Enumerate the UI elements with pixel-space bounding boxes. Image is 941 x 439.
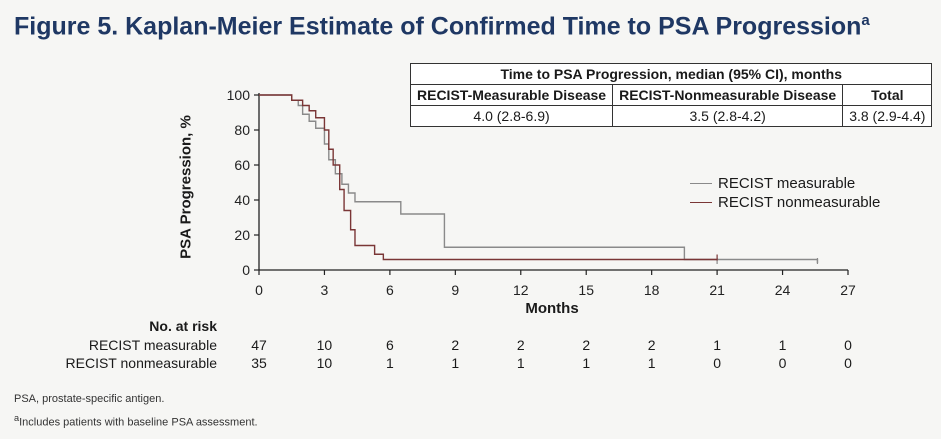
at-risk-value: 2 — [451, 337, 460, 353]
footnote-baseline: aIncludes patients with baseline PSA ass… — [14, 413, 258, 429]
at-risk-value: 35 — [251, 355, 267, 371]
at-risk-value: 2 — [516, 337, 525, 353]
legend-item-measurable: RECIST measurable — [690, 174, 880, 193]
y-tick-label: 80 — [234, 122, 250, 138]
footnote-psa: PSA, prostate-specific antigen. — [14, 393, 165, 405]
legend: RECIST measurable RECIST nonmeasurable — [690, 174, 880, 212]
at-risk-value: 10 — [316, 355, 333, 371]
at-risk-value: 1 — [451, 355, 460, 371]
x-tick-label: 24 — [775, 282, 791, 298]
val-total: 3.8 (2.9-4.4) — [842, 105, 933, 127]
legend-item-nonmeasurable: RECIST nonmeasurable — [690, 193, 880, 212]
x-tick-label: 3 — [321, 282, 329, 298]
x-axis-label: Months — [525, 300, 579, 317]
val-measurable: 4.0 (2.8-6.9) — [409, 105, 614, 127]
x-tick-label: 27 — [840, 282, 856, 298]
legend-swatch-nonmeasurable — [690, 202, 712, 203]
at-risk-value: 10 — [316, 337, 333, 353]
x-tick-label: 0 — [255, 282, 263, 298]
val-nonmeasurable: 3.5 (2.8-4.2) — [612, 105, 844, 127]
at-risk-value: 1 — [582, 355, 591, 371]
at-risk-value: 1 — [385, 355, 394, 371]
y-tick-label: 0 — [242, 262, 250, 278]
at-risk-value: 1 — [713, 337, 722, 353]
at-risk-label-nonmeasurable: RECIST nonmeasurable — [65, 355, 217, 371]
footnote-marker: a — [14, 413, 20, 423]
at-risk-value: 0 — [844, 337, 852, 353]
at-risk-value: 0 — [844, 355, 852, 371]
x-tick-label: 18 — [644, 282, 660, 298]
series-line-nonmeasurable — [259, 94, 718, 261]
y-tick-label: 100 — [227, 87, 251, 103]
median-table: Time to PSA Progression, median (95% CI)… — [409, 63, 933, 127]
at-risk-value: 1 — [516, 355, 525, 371]
at-risk-value: 2 — [647, 337, 656, 353]
x-tick-label: 12 — [513, 282, 529, 298]
at-risk-value: 6 — [385, 337, 394, 353]
at-risk-value: 2 — [582, 337, 591, 353]
at-risk-value: 0 — [713, 355, 722, 371]
at-risk-value: 0 — [778, 355, 787, 371]
footnote-baseline-text: Includes patients with baseline PSA asse… — [19, 416, 258, 429]
title-superscript: a — [861, 12, 870, 29]
median-table-header: Time to PSA Progression, median (95% CI)… — [409, 63, 933, 85]
at-risk-label-measurable: RECIST measurable — [88, 337, 217, 353]
x-tick-label: 21 — [709, 282, 725, 298]
y-tick-label: 40 — [234, 192, 250, 208]
legend-label-measurable: RECIST measurable — [718, 175, 856, 192]
y-tick-label: 60 — [234, 157, 250, 173]
at-risk-value: 47 — [251, 337, 267, 353]
at-risk-header: No. at risk — [149, 318, 217, 334]
y-axis-label: PSA Progression, % — [177, 115, 195, 259]
x-tick-label: 15 — [578, 282, 594, 298]
at-risk-value: 1 — [778, 337, 787, 353]
col-measurable: RECIST-Measurable Disease — [409, 84, 614, 106]
legend-swatch-measurable — [690, 183, 712, 184]
x-tick-label: 6 — [386, 282, 394, 298]
x-tick-label: 9 — [451, 282, 459, 298]
y-tick-label: 20 — [234, 227, 250, 243]
legend-label-nonmeasurable: RECIST nonmeasurable — [718, 194, 881, 211]
figure-title: Figure 5. Kaplan-Meier Estimate of Confi… — [14, 12, 870, 41]
at-risk-value: 1 — [647, 355, 656, 371]
